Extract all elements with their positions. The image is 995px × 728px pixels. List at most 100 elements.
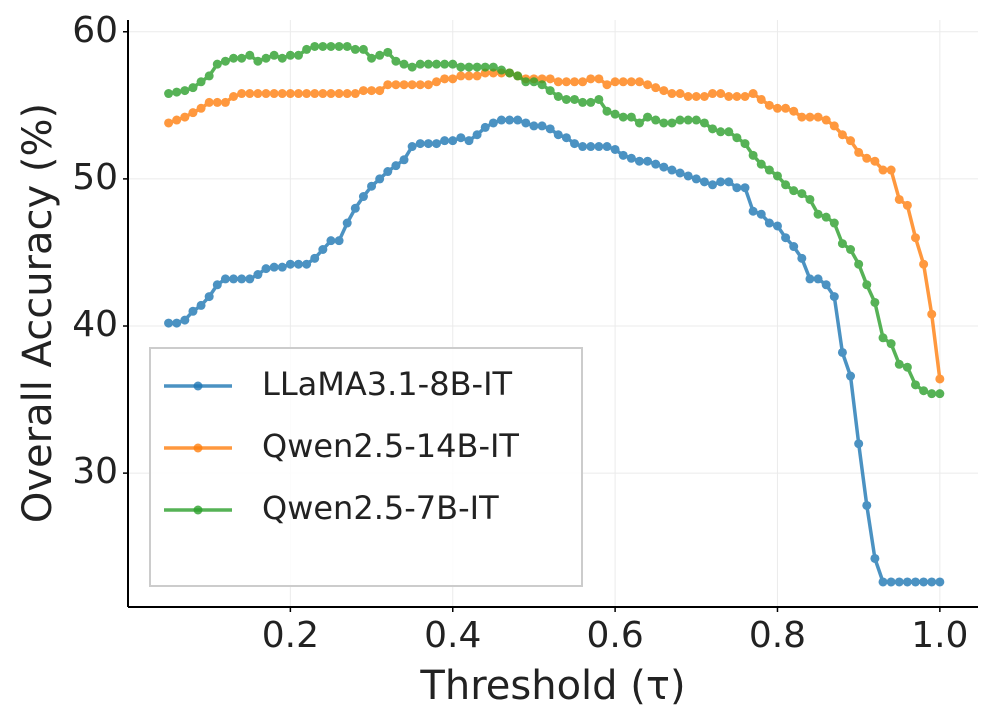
data-point <box>391 161 401 171</box>
data-point <box>708 89 718 99</box>
data-point <box>756 94 766 104</box>
data-point <box>667 89 677 99</box>
data-point <box>594 74 604 84</box>
x-tick-label: 0.2 <box>262 615 319 656</box>
data-point <box>440 74 450 84</box>
data-point <box>220 56 230 66</box>
data-point <box>407 62 417 72</box>
data-point <box>910 577 920 587</box>
data-point <box>293 259 303 269</box>
data-point <box>594 94 604 104</box>
data-point <box>821 115 831 125</box>
data-point <box>935 577 945 587</box>
data-point <box>764 100 774 110</box>
data-point <box>496 115 506 125</box>
data-point <box>448 59 458 69</box>
data-point <box>253 89 263 99</box>
data-point <box>375 86 385 96</box>
data-point <box>245 89 255 99</box>
data-point <box>602 106 612 116</box>
data-point <box>505 115 515 125</box>
data-point <box>740 139 750 149</box>
data-point <box>212 97 222 107</box>
data-point <box>188 83 198 93</box>
data-point <box>545 74 555 84</box>
data-point <box>399 59 409 69</box>
legend-marker <box>193 505 203 515</box>
series <box>164 115 945 587</box>
data-point <box>610 109 620 119</box>
data-point <box>805 112 815 122</box>
data-point <box>578 77 588 87</box>
series <box>164 68 945 384</box>
data-point <box>578 142 588 152</box>
data-point <box>342 41 352 51</box>
data-point <box>732 133 742 143</box>
data-point <box>334 236 344 246</box>
y-tick-label: 40 <box>72 304 118 345</box>
data-point <box>561 94 571 104</box>
data-point <box>180 315 190 325</box>
data-point <box>448 74 458 84</box>
data-point <box>667 118 677 128</box>
data-point <box>367 181 377 191</box>
data-point <box>813 112 823 122</box>
data-point <box>237 274 247 284</box>
data-point <box>870 156 880 166</box>
data-point <box>196 300 206 310</box>
data-point <box>675 115 685 125</box>
data-point <box>204 97 214 107</box>
data-point <box>651 159 661 169</box>
data-point <box>399 155 409 165</box>
data-point <box>212 59 222 69</box>
data-point <box>772 103 782 113</box>
data-point <box>797 112 807 122</box>
data-point <box>618 77 628 87</box>
data-point <box>229 92 239 102</box>
data-point <box>237 89 247 99</box>
data-point <box>846 245 856 255</box>
data-point <box>699 177 709 187</box>
data-point <box>464 62 474 72</box>
data-point <box>910 380 920 390</box>
data-point <box>691 174 701 184</box>
data-point <box>180 112 190 122</box>
data-point <box>472 62 482 72</box>
data-point <box>415 80 425 90</box>
data-point <box>326 89 336 99</box>
data-point <box>764 165 774 175</box>
data-point <box>310 253 320 263</box>
data-point <box>708 180 718 190</box>
data-point <box>643 112 653 122</box>
data-point <box>342 218 352 228</box>
data-point <box>472 130 482 140</box>
data-point <box>683 171 693 181</box>
data-point <box>480 62 490 72</box>
data-point <box>659 118 669 128</box>
data-point <box>293 50 303 60</box>
data-point <box>724 127 734 137</box>
data-point <box>423 139 433 149</box>
data-point <box>675 89 685 99</box>
data-point <box>358 192 368 202</box>
data-point <box>837 130 847 140</box>
data-point <box>529 121 539 131</box>
data-point <box>302 44 312 54</box>
data-point <box>643 156 653 166</box>
legend-marker <box>193 443 203 453</box>
data-point <box>204 71 214 81</box>
data-point <box>383 80 393 90</box>
data-point <box>813 209 823 219</box>
data-point <box>570 139 580 149</box>
data-point <box>919 259 929 269</box>
data-point <box>407 142 417 152</box>
data-point <box>910 233 920 243</box>
data-point <box>594 142 604 152</box>
data-point <box>716 177 726 187</box>
data-point <box>432 139 442 149</box>
data-point <box>407 80 417 90</box>
data-point <box>204 292 214 302</box>
data-point <box>318 41 328 51</box>
data-point <box>805 194 815 204</box>
